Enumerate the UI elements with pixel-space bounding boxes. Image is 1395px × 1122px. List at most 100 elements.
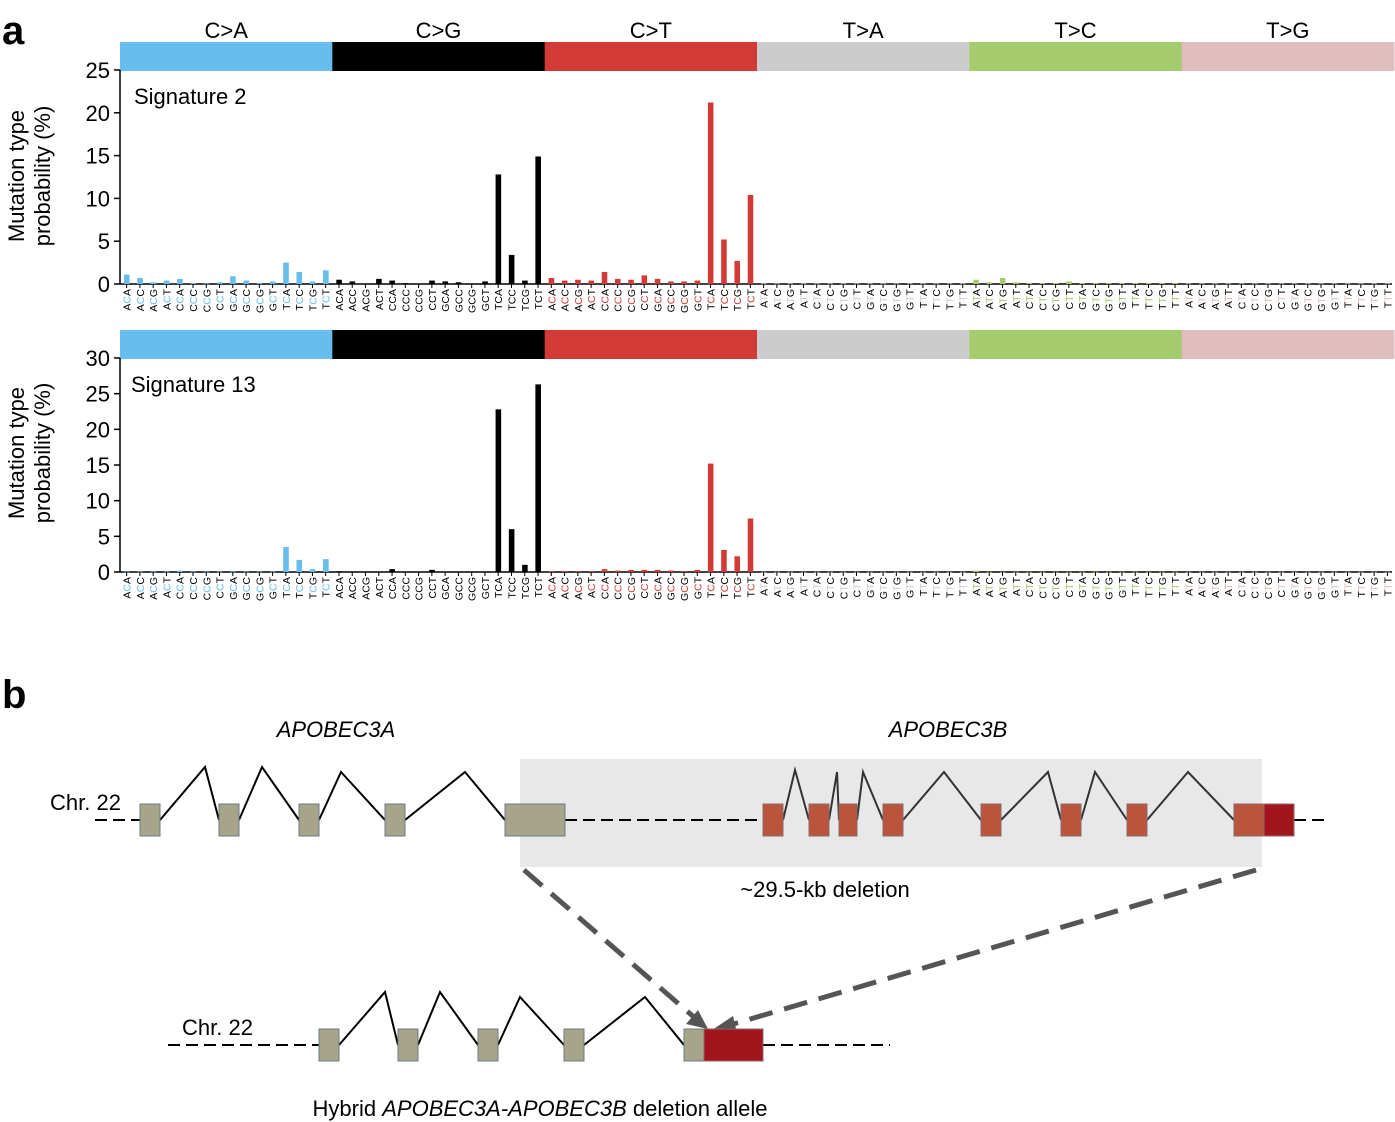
bar bbox=[415, 283, 422, 285]
bar bbox=[323, 270, 329, 284]
x-tick-label: CCT bbox=[639, 576, 651, 598]
y-tick-label: 25 bbox=[86, 382, 110, 407]
bar bbox=[455, 571, 462, 573]
x-tick-label: CCC bbox=[613, 289, 625, 312]
a3a-exon bbox=[318, 1028, 340, 1062]
x-tick-label: CTT bbox=[1276, 576, 1288, 597]
bar bbox=[1172, 283, 1178, 284]
y-tick-label: 5 bbox=[98, 524, 110, 549]
bar bbox=[177, 278, 183, 284]
bar bbox=[442, 281, 449, 284]
x-tick-label: TTG bbox=[1369, 289, 1381, 310]
bar bbox=[1079, 283, 1086, 284]
intron-line bbox=[318, 770, 386, 821]
x-tick-label: GTT bbox=[905, 576, 917, 598]
intron-line bbox=[583, 995, 685, 1046]
x-tick-label: CCT bbox=[215, 288, 227, 310]
x-tick-label: TCC bbox=[506, 577, 518, 599]
bar bbox=[827, 283, 833, 285]
bar bbox=[1185, 283, 1192, 285]
class-strip bbox=[332, 330, 546, 359]
x-tick-label: GTG bbox=[1104, 289, 1116, 312]
bar bbox=[800, 283, 807, 285]
x-tick-label: ACT bbox=[586, 576, 598, 598]
y-tick-label: 10 bbox=[86, 186, 110, 211]
signature-2-chart: C>A C>G C>T T>A T>C T>G 0 5 10 15 20 25 Mutation typ… bbox=[4, 18, 1395, 313]
bar bbox=[615, 278, 621, 284]
x-tick-label: TTG bbox=[1157, 577, 1169, 598]
x-tick-label: CCG bbox=[414, 289, 426, 312]
bar bbox=[522, 564, 528, 572]
bar bbox=[840, 283, 847, 285]
bar bbox=[163, 571, 170, 573]
x-tick-label: GCG bbox=[679, 577, 691, 601]
x-tick-label: ACG bbox=[148, 289, 160, 312]
x-tick-label: CTT bbox=[1276, 288, 1288, 309]
x-tick-label: ATT bbox=[1011, 288, 1023, 308]
bar bbox=[1371, 283, 1378, 285]
x-tick-label: ATA bbox=[971, 289, 983, 308]
bar bbox=[482, 281, 488, 284]
x-tick-label: ATA bbox=[971, 577, 983, 596]
bar bbox=[522, 280, 528, 284]
x-tick-label: ATT bbox=[798, 288, 810, 308]
class-strip bbox=[757, 42, 970, 71]
x-tick-label: CTC bbox=[1037, 577, 1049, 599]
signature-title: Signature 13 bbox=[131, 372, 256, 397]
x-tick-label: CTA bbox=[1024, 577, 1036, 597]
class-label: T>G bbox=[1266, 18, 1309, 43]
class-label: T>C bbox=[1054, 18, 1096, 43]
x-tick-label: TTT bbox=[958, 576, 970, 596]
x-tick-label: TCA bbox=[281, 577, 293, 598]
bar bbox=[243, 280, 249, 284]
x-tick-label: ATA bbox=[1183, 289, 1195, 308]
bar bbox=[508, 254, 515, 284]
intron-line bbox=[828, 771, 840, 821]
x-tick-label: GCC bbox=[666, 577, 678, 601]
x-tick-label: GTC bbox=[1303, 289, 1315, 312]
bar bbox=[1265, 283, 1271, 285]
x-tick-label: CCA bbox=[599, 577, 611, 599]
bar bbox=[880, 283, 886, 285]
bar bbox=[1039, 283, 1046, 284]
x-tick-label: GTA bbox=[865, 577, 877, 598]
bar bbox=[867, 283, 873, 285]
x-tick-label: GCA bbox=[440, 289, 452, 312]
bar bbox=[747, 518, 754, 572]
x-tick-label: CTC bbox=[1037, 289, 1049, 311]
x-tick-label: GCT bbox=[692, 576, 704, 599]
bar bbox=[1225, 283, 1232, 285]
x-tick-label: TTA bbox=[1343, 577, 1355, 596]
x-tick-label: CTT bbox=[852, 576, 864, 597]
bar bbox=[973, 279, 979, 284]
bar bbox=[1052, 283, 1059, 284]
x-tick-label: ATG bbox=[785, 289, 797, 310]
x-tick-label: CTC bbox=[1250, 289, 1262, 311]
bar bbox=[190, 571, 196, 573]
class-strip bbox=[544, 330, 758, 359]
bar bbox=[760, 283, 767, 285]
x-tick-label: GCC bbox=[453, 289, 465, 313]
deletion-arrow-left bbox=[522, 868, 697, 1020]
bar bbox=[123, 571, 130, 573]
y-axis-label: Mutation typeprobability (%) bbox=[4, 106, 55, 247]
x-tick-label: TCG bbox=[520, 577, 532, 599]
bar bbox=[946, 283, 953, 285]
bar bbox=[1066, 281, 1072, 284]
bar bbox=[668, 570, 674, 572]
x-tick-label: GCC bbox=[241, 577, 253, 601]
bar bbox=[641, 275, 648, 284]
x-tick-label: TCC bbox=[506, 289, 518, 311]
arrowhead bbox=[686, 1010, 708, 1029]
x-tick-label: TTT bbox=[1170, 288, 1182, 308]
x-tick-label: TTC bbox=[931, 577, 943, 598]
x-tick-label: ACC bbox=[347, 577, 359, 600]
x-tick-label: TCA bbox=[706, 289, 718, 310]
y-tick-label: 30 bbox=[86, 346, 110, 371]
intron-line bbox=[1080, 769, 1128, 821]
bar bbox=[1026, 283, 1032, 284]
hybrid-a3b-exon bbox=[703, 1028, 764, 1062]
x-tick-label: ACT bbox=[374, 288, 386, 310]
y-tick-label: 0 bbox=[98, 272, 110, 297]
x-tick-label: CCC bbox=[400, 577, 412, 600]
